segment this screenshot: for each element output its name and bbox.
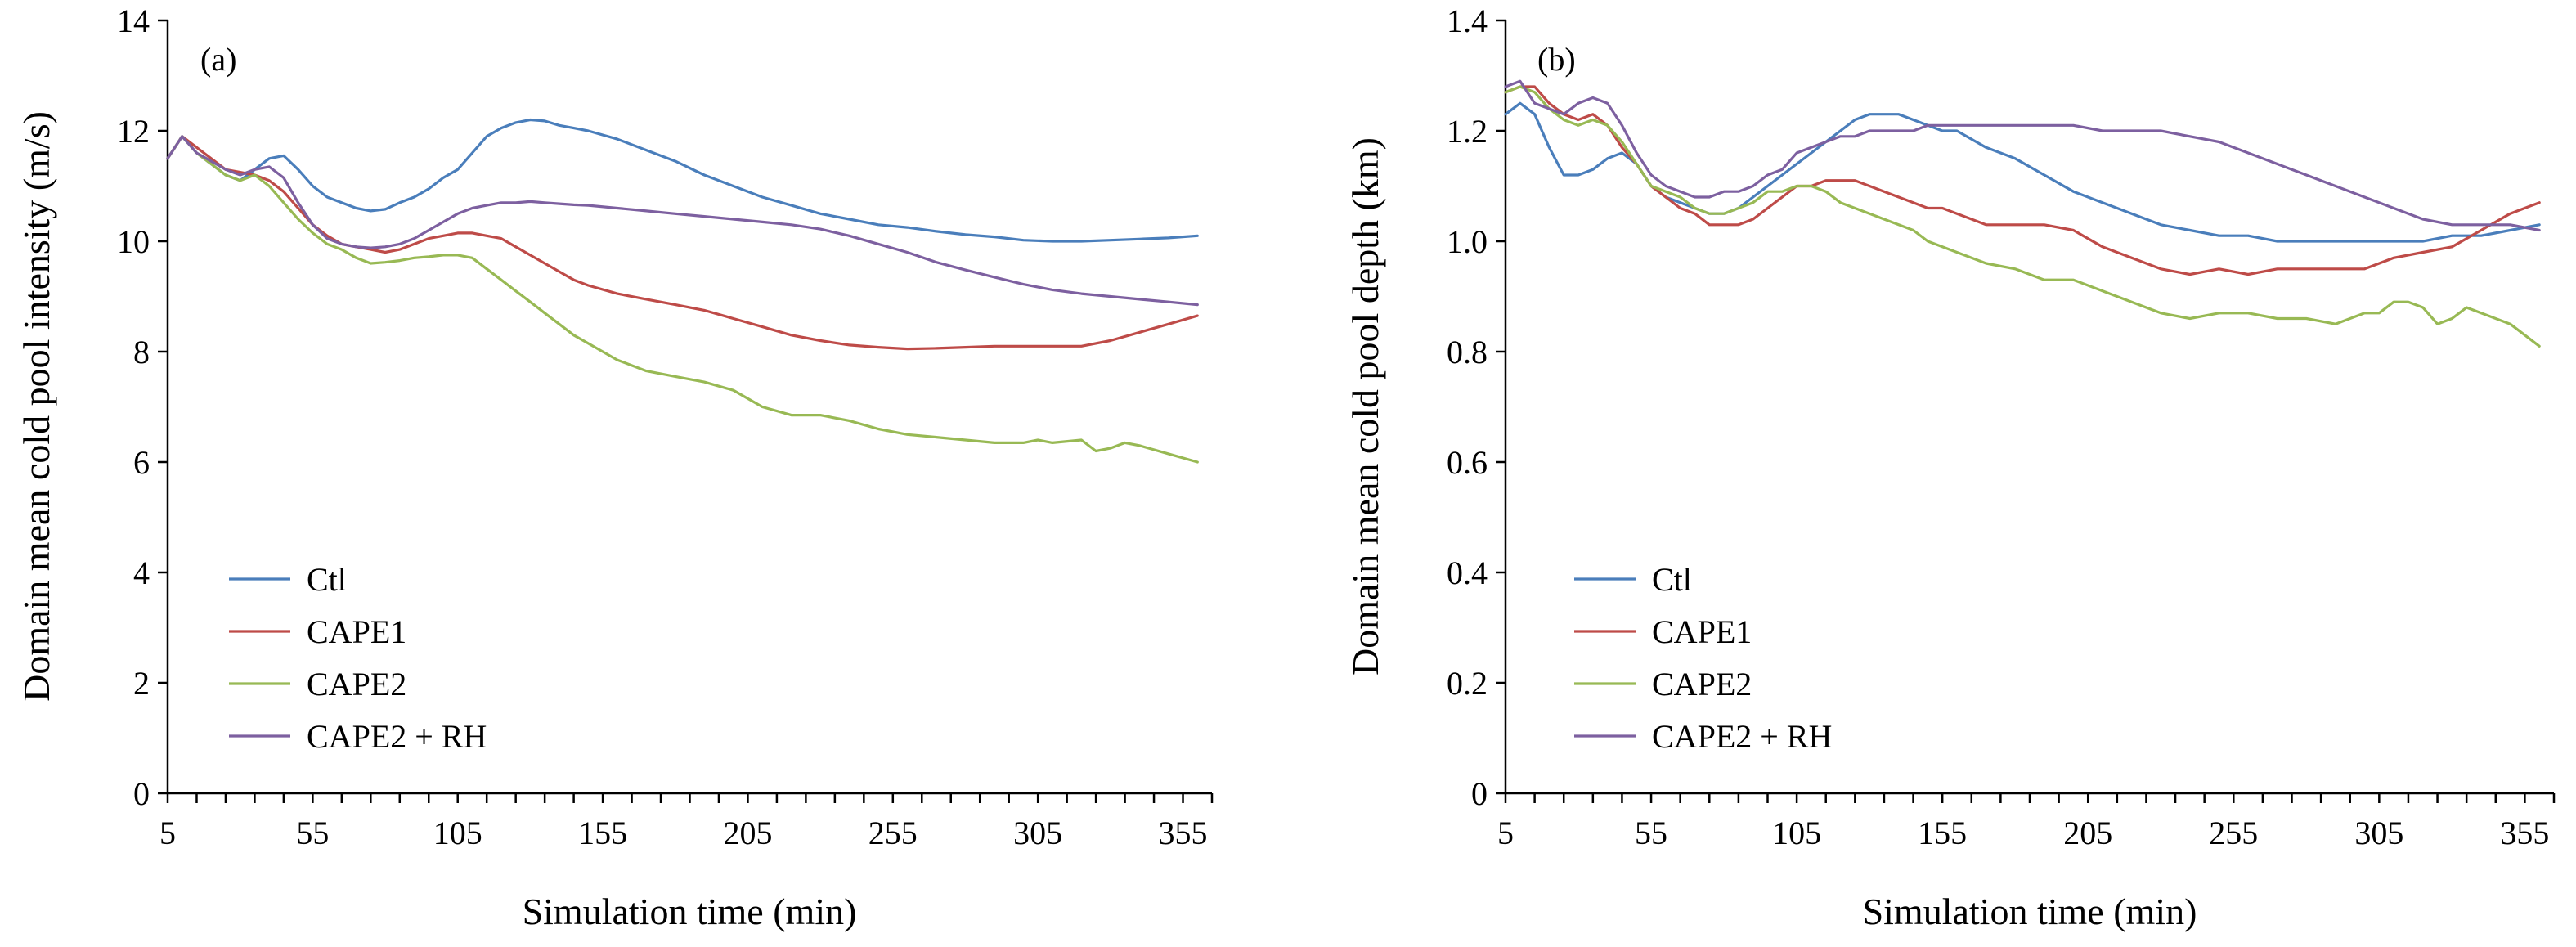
panel-a-x-tick-label: 305 [1013,815,1062,851]
panel-b-x-tick-label: 355 [2500,815,2549,851]
panel-a-x-tick-label: 5 [159,815,176,851]
panel-b-y-tick-label: 0.4 [1447,554,1488,591]
panel-a-y-tick-label: 10 [117,223,150,260]
panel-a-legend: Ctl CAPE1 CAPE2 CAPE2 + RH [229,561,487,755]
panel-b-x-tick-label: 55 [1635,815,1667,851]
panel-b-x-tick-label: 305 [2354,815,2403,851]
panel-a-x-tick-label: 155 [578,815,627,851]
panel-a-y-tick-label: 14 [117,2,150,39]
panel-b-y-tick-label: 1.0 [1447,223,1488,260]
panel-b-x-axis-title: Simulation time (min) [1863,891,2197,932]
panel-b-legend-label-ctl: Ctl [1652,561,1692,598]
panel-b-series-line-cape2 [1504,85,2541,348]
panel-b-series-line-ctl [1504,101,2541,243]
panel-a-legend-label-cape2: CAPE2 [307,666,406,702]
panel-a-label: (a) [200,41,236,78]
panel-a-x-tick-label: 255 [868,815,918,851]
panel-a-series-line-cape1 [166,135,1199,351]
panel-a-x-tick-label: 55 [296,815,329,851]
panel-b-legend-label-cape2-rh: CAPE2 + RH [1652,718,1832,755]
panel-b-y-tick-label: 1.4 [1447,2,1488,39]
panel-a-legend-label-cape2-rh: CAPE2 + RH [307,718,487,755]
panel-b-x-tick-label: 155 [1918,815,1967,851]
panel-a-y-tick-label: 8 [133,334,150,370]
panel-b-label: (b) [1537,41,1576,78]
panel-b-x-tick-label: 105 [1772,815,1821,851]
panel-a-y-tick-label: 2 [133,665,150,702]
panel-a-legend-label-ctl: Ctl [307,561,347,598]
panel-b-legend: Ctl CAPE1 CAPE2 CAPE2 + RH [1574,561,1832,755]
panel-b-y-axis-title: Domain mean cold pool depth (km) [1344,137,1386,675]
panel-a-legend-label-cape1: CAPE1 [307,613,406,650]
panel-a-x-tick-label: 355 [1159,815,1208,851]
panel-b-ticks: 00.20.40.60.81.01.21.45 55 105 155 205 255 305… [1447,2,2556,851]
panel-b-x-tick-label: 5 [1497,815,1514,851]
panel-b-series [1504,79,2541,348]
panel-a-y-tick-label: 12 [117,113,150,150]
panel-b-y-tick-label: 0 [1471,775,1488,812]
panel-b-y-tick-label: 1.2 [1447,113,1488,150]
panel-a-series-line-cape2 [166,135,1199,464]
panel-b-y-tick-label: 0.2 [1447,665,1488,702]
panel-b-series-line-cape2-rh [1504,79,2541,232]
panel-b: 00.20.40.60.81.01.21.45 55 105 155 205 255 305… [1344,2,2556,932]
panel-a-y-tick-label: 0 [133,775,150,812]
panel-b-x-tick-label: 205 [2063,815,2112,851]
panel-b-y-tick-label: 0.6 [1447,444,1488,481]
panel-a-x-axis-title: Simulation time (min) [523,891,857,932]
panel-a-series-line-ctl [166,118,1199,243]
panel-a-y-tick-label: 6 [133,444,150,481]
panel-b-legend-label-cape2: CAPE2 [1652,666,1752,702]
panel-b-x-tick-label: 255 [2209,815,2258,851]
panel-a-series-line-cape2-rh [166,135,1199,307]
panel-a-x-tick-label: 105 [433,815,482,851]
panel-b-legend-label-cape1: CAPE1 [1652,613,1752,650]
panel-b-y-tick-label: 0.8 [1447,334,1488,370]
panel-a-y-tick-label: 4 [133,554,150,591]
panel-a-series [166,118,1199,464]
panel-a-y-axis-title: Domain mean cold pool intensity (m/s) [16,111,57,702]
panel-b-series-line-cape1 [1504,85,2541,276]
panel-a-x-tick-label: 205 [723,815,772,851]
